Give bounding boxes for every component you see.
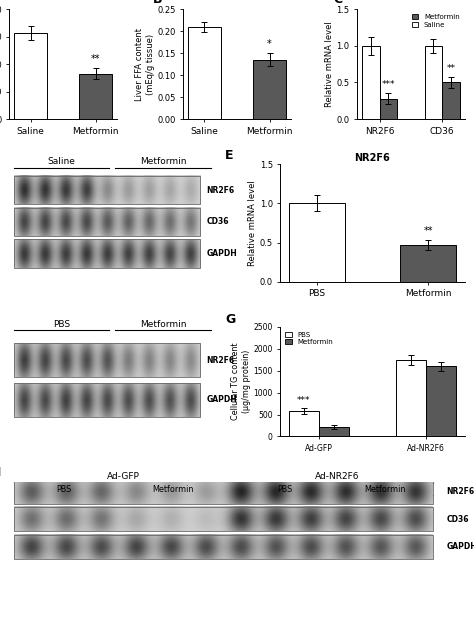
Text: **: ** <box>424 226 433 235</box>
Text: **: ** <box>91 53 100 64</box>
Text: Metformin: Metformin <box>140 157 186 166</box>
Bar <box>442 82 460 119</box>
Bar <box>289 203 345 282</box>
Text: **: ** <box>447 64 456 73</box>
Y-axis label: Relative mRNA level: Relative mRNA level <box>248 180 257 266</box>
Text: H: H <box>0 466 1 479</box>
Bar <box>253 60 286 119</box>
Bar <box>188 27 221 119</box>
Text: Ad-NR2F6: Ad-NR2F6 <box>315 472 359 481</box>
Text: GAPDH: GAPDH <box>206 395 237 404</box>
Legend: Metformin, Saline: Metformin, Saline <box>410 13 461 29</box>
Text: B: B <box>153 0 163 6</box>
Text: CD36: CD36 <box>206 217 229 226</box>
Text: E: E <box>225 150 234 162</box>
Y-axis label: Cellular TG content
(μg/mg protein): Cellular TG content (μg/mg protein) <box>231 343 251 420</box>
Text: PBS: PBS <box>277 485 292 494</box>
Bar <box>14 33 47 119</box>
Bar <box>14 479 433 504</box>
Bar <box>14 535 433 559</box>
Text: Metformin: Metformin <box>364 485 406 494</box>
Text: NR2F6: NR2F6 <box>206 186 235 194</box>
Text: GAPDH: GAPDH <box>447 542 474 551</box>
Text: Metformin: Metformin <box>140 320 186 329</box>
Bar <box>319 427 349 437</box>
Text: PBS: PBS <box>56 485 72 494</box>
Text: Metformin: Metformin <box>153 485 194 494</box>
Text: GAPDH: GAPDH <box>206 249 237 258</box>
Text: *: * <box>267 39 272 49</box>
Title: NR2F6: NR2F6 <box>355 153 391 164</box>
Text: ***: *** <box>297 396 310 405</box>
Y-axis label: Relative mRNA level: Relative mRNA level <box>325 21 334 107</box>
Bar <box>401 245 456 282</box>
Bar <box>426 366 456 437</box>
Bar <box>14 383 200 417</box>
Legend: PBS, Metformin: PBS, Metformin <box>284 330 334 347</box>
Bar <box>14 176 200 204</box>
Text: NR2F6: NR2F6 <box>447 487 474 496</box>
Bar <box>380 99 397 119</box>
Text: ***: *** <box>382 80 395 89</box>
Bar <box>289 411 319 437</box>
Text: G: G <box>225 313 236 326</box>
Text: CD36: CD36 <box>447 515 469 524</box>
Bar <box>362 46 380 119</box>
Bar <box>396 360 426 437</box>
Bar <box>425 46 442 119</box>
Text: Saline: Saline <box>47 157 75 166</box>
Text: NR2F6: NR2F6 <box>206 356 235 365</box>
Text: C: C <box>334 0 343 6</box>
Text: Ad-GFP: Ad-GFP <box>107 472 140 481</box>
Bar <box>80 74 112 119</box>
Bar <box>14 507 433 532</box>
Y-axis label: Liver FFA content
(mEq/g tissue): Liver FFA content (mEq/g tissue) <box>135 28 155 101</box>
Bar <box>14 208 200 236</box>
Bar <box>14 240 200 268</box>
Text: PBS: PBS <box>53 320 70 329</box>
Bar <box>14 343 200 377</box>
